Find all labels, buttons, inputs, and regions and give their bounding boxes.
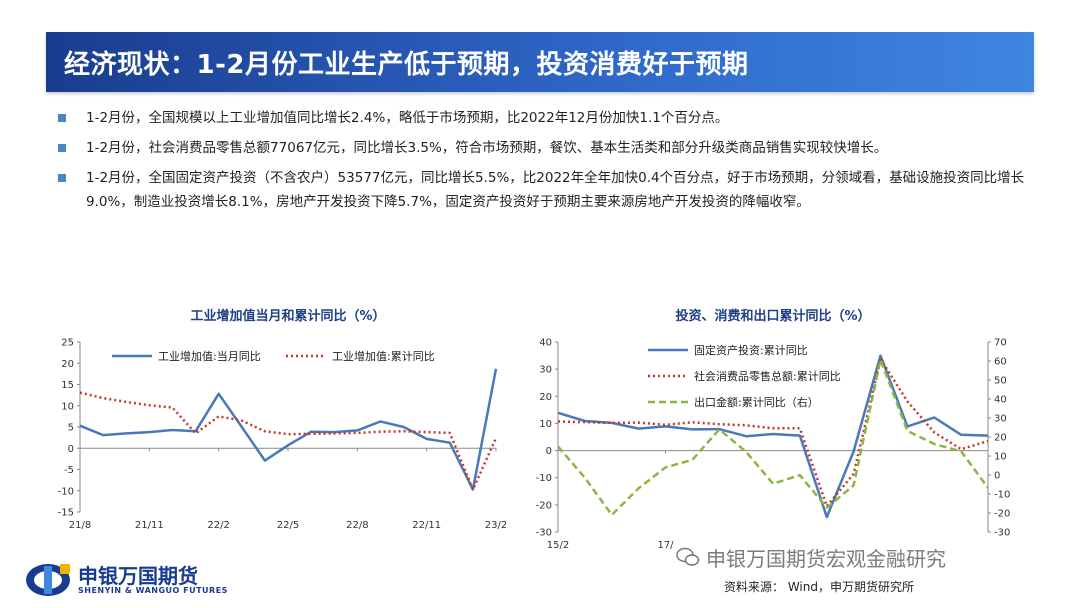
bullet-square-icon: [58, 174, 66, 182]
company-logo: 申银万国期货 SHENYIN & WANGUO FUTURES: [20, 558, 240, 604]
bullet-item: 1-2月份，全国固定资产投资（不含农户）53577亿元，同比增长5.5%，比20…: [58, 166, 1038, 214]
y-tick-label: 5: [68, 423, 74, 434]
page-title: 经济现状：1-2月份工业生产低于预期，投资消费好于预期: [64, 50, 749, 80]
series-line: [79, 368, 498, 491]
y2-tick-label: 70: [994, 338, 1007, 349]
x-tick-label: 22/2: [207, 520, 229, 531]
x-tick-label: 17/: [657, 540, 674, 551]
y-tick-label: -15: [58, 508, 74, 519]
y-tick-label: -30: [536, 528, 552, 539]
y-tick-label: 10: [539, 419, 552, 430]
bullet-text: 1-2月份，全国固定资产投资（不含农户）53577亿元，同比增长5.5%，比20…: [86, 170, 1025, 210]
y2-tick-label: 20: [994, 433, 1007, 444]
y2-tick-label: -30: [994, 528, 1010, 539]
legend-label: 社会消费品零售总额:累计同比: [694, 369, 841, 383]
x-tick-label: 15/2: [547, 540, 569, 551]
logo-sub-text: SHENYIN & WANGUO FUTURES: [78, 586, 228, 595]
y2-tick-label: -20: [994, 509, 1010, 520]
x-tick-label: 22/5: [277, 520, 299, 531]
y-tick-label: 20: [539, 392, 552, 403]
legend-label: 工业增加值:累计同比: [332, 349, 435, 363]
y-tick-label: 0: [546, 446, 552, 457]
y-tick-label: 25: [61, 338, 74, 349]
y-tick-label: 30: [539, 365, 552, 376]
y2-tick-label: 0: [994, 471, 1000, 482]
y2-tick-label: 60: [994, 357, 1007, 368]
logo-main-text: 申银万国期货: [78, 564, 198, 588]
industrial-output-chart: 工业增加值当月和累计同比（%） -15 -10 -5 0 5 10 15 20 25 21/8 21/…: [40, 300, 520, 562]
chart-title: 工业增加值当月和累计同比（%）: [190, 308, 385, 324]
y2-tick-label: -10: [994, 490, 1010, 501]
x-tick-label: 23/2: [485, 520, 507, 531]
bullet-square-icon: [58, 144, 66, 152]
bullet-text: 1-2月份，社会消费品零售总额77067亿元，同比增长3.5%，符合市场预期，餐…: [86, 140, 888, 156]
x-tick-label: 21/8: [69, 520, 91, 531]
bullet-text: 1-2月份，全国规模以上工业增加值同比增长2.4%，略低于市场预期，比2022年…: [86, 110, 729, 126]
y-tick-label: 10: [61, 401, 74, 412]
chart-title: 投资、消费和出口累计同比（%）: [675, 308, 870, 324]
wechat-icon: [676, 547, 700, 566]
source-note: 资料来源： Wind，申万期货研究所: [724, 580, 914, 594]
y-tick-label: -5: [64, 465, 74, 476]
series-line: [557, 358, 990, 517]
watermark-text: 申银万国期货宏观金融研究: [706, 547, 946, 571]
y-tick-label: 15: [61, 380, 74, 391]
y-tick-label: 20: [61, 359, 74, 370]
bullet-item: 1-2月份，社会消费品零售总额77067亿元，同比增长3.5%，符合市场预期，餐…: [58, 136, 1038, 160]
y-tick-label: -20: [536, 500, 552, 511]
y-tick-label: 0: [68, 444, 74, 455]
logo-mark-icon: [26, 564, 70, 596]
title-bar: 经济现状：1-2月份工业生产低于预期，投资消费好于预期: [46, 32, 1034, 92]
y2-tick-label: 10: [994, 452, 1007, 463]
bullet-list: 1-2月份，全国规模以上工业增加值同比增长2.4%，略低于市场预期，比2022年…: [58, 106, 1038, 220]
y2-tick-label: 50: [994, 376, 1007, 387]
y2-tick-label: 40: [994, 395, 1007, 406]
x-tick-label: 22/11: [412, 520, 441, 531]
x-tick-label: 22/8: [346, 520, 368, 531]
series-line: [79, 391, 498, 491]
y-tick-label: -10: [536, 473, 552, 484]
bullet-square-icon: [58, 114, 66, 122]
legend-label: 固定资产投资:累计同比: [694, 343, 808, 357]
series-line: [557, 357, 989, 508]
investment-consumption-export-chart-svg: 投资、消费和出口累计同比（%） -30 -20 -10 0 10 20 30 40 -30 -20 -…: [536, 308, 1011, 551]
y-tick-label: 40: [539, 338, 552, 349]
y-tick-label: -10: [58, 486, 74, 497]
series-line: [557, 354, 989, 519]
industrial-output-chart-svg: 工业增加值当月和累计同比（%） -15 -10 -5 0 5 10 15 20 25 21/8 21/…: [58, 308, 508, 531]
y2-tick-label: 30: [994, 414, 1007, 425]
investment-consumption-export-chart: 投资、消费和出口累计同比（%） -30 -20 -10 0 10 20 30 40 -30 -20 -…: [528, 300, 1028, 562]
x-tick-label: 21/11: [135, 520, 164, 531]
bullet-item: 1-2月份，全国规模以上工业增加值同比增长2.4%，略低于市场预期，比2022年…: [58, 106, 1038, 130]
legend-label: 工业增加值:当月同比: [158, 349, 261, 363]
legend-label: 出口金额:累计同比（右）: [694, 395, 819, 409]
